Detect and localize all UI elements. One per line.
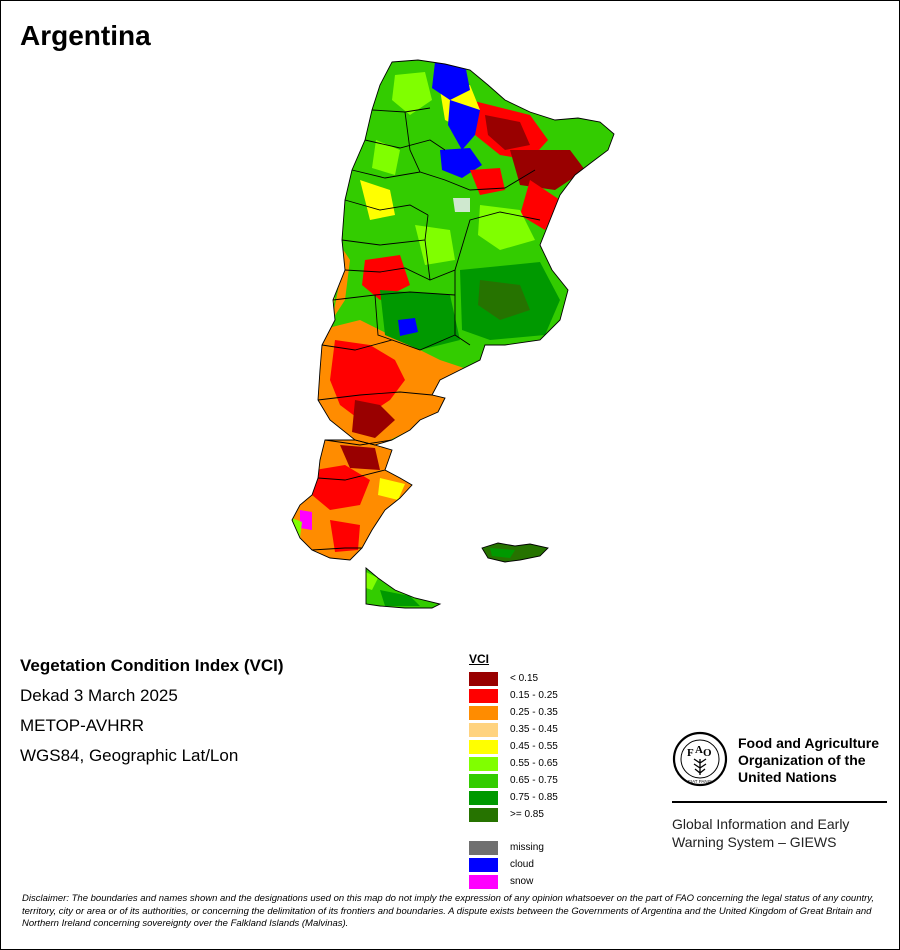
legend-label: missing [510, 842, 544, 853]
province-boundaries [291, 59, 615, 609]
legend-label: cloud [510, 859, 534, 870]
legend-swatch [469, 671, 498, 686]
legend-item: 0.55 - 0.65 [469, 755, 558, 772]
north-region-vci [318, 60, 614, 445]
legend-label: 0.75 - 0.85 [510, 792, 558, 803]
index-name: Vegetation Condition Index (VCI) [20, 656, 284, 675]
legend-item: 0.75 - 0.85 [469, 789, 558, 806]
sensor: METOP-AVHRR [20, 716, 145, 735]
legend-item-snow: snow [469, 873, 558, 890]
legend-swatch [469, 705, 498, 720]
legend-item: 0.45 - 0.55 [469, 738, 558, 755]
legend-swatch [469, 840, 498, 855]
org-divider [672, 801, 887, 803]
legend-swatch [469, 739, 498, 754]
legend-item: 0.15 - 0.25 [469, 687, 558, 704]
legend-swatch [469, 722, 498, 737]
legend-label: 0.55 - 0.65 [510, 758, 558, 769]
legend-item: 0.25 - 0.35 [469, 704, 558, 721]
legend-label: snow [510, 876, 534, 887]
disclaimer: Disclaimer: The boundaries and names sho… [22, 893, 874, 929]
org-name: Food and Agriculture Organization of the… [738, 735, 880, 785]
projection: WGS84, Geographic Lat/Lon [20, 746, 239, 765]
legend-item: < 0.15 [469, 670, 558, 687]
legend-swatch [469, 857, 498, 872]
argentina-vci-map [291, 59, 615, 609]
legend-swatch [469, 874, 498, 889]
logo-letter-a: A [695, 744, 703, 756]
fao-logo: F A O FIAT PANIS [672, 731, 728, 787]
map-title: Argentina [20, 20, 151, 51]
logo-motto: FIAT PANIS [688, 779, 712, 784]
legend-swatch [469, 688, 498, 703]
logo-letter-o: O [703, 747, 712, 759]
legend-item-missing: missing [469, 839, 558, 856]
legend-label: 0.35 - 0.45 [510, 724, 558, 735]
legend-swatch [469, 790, 498, 805]
legend-item-cloud: cloud [469, 856, 558, 873]
legend-label: 0.45 - 0.55 [510, 741, 558, 752]
legend-item: 0.35 - 0.45 [469, 721, 558, 738]
legend-swatch [469, 807, 498, 822]
falkland-islands [482, 543, 548, 562]
map-info: Vegetation Condition Index (VCI) Dekad 3… [20, 656, 284, 776]
logo-letter-f: F [687, 747, 694, 759]
legend-title: VCI [469, 652, 490, 666]
south-region-vci [292, 440, 412, 560]
legend-item: >= 0.85 [469, 806, 558, 823]
legend-label: 0.25 - 0.35 [510, 707, 558, 718]
legend-label: >= 0.85 [510, 809, 544, 820]
vci-legend: VCI < 0.15 0.15 - 0.25 0.25 - 0.35 0.35 … [469, 652, 558, 890]
legend-label: 0.65 - 0.75 [510, 775, 558, 786]
program-name: Global Information and Early Warning Sys… [672, 816, 850, 850]
legend-item: 0.65 - 0.75 [469, 772, 558, 789]
legend-label: < 0.15 [510, 673, 539, 684]
legend-swatch [469, 773, 498, 788]
period: Dekad 3 March 2025 [20, 686, 178, 705]
legend-swatch [469, 756, 498, 771]
legend-label: 0.15 - 0.25 [510, 690, 558, 701]
